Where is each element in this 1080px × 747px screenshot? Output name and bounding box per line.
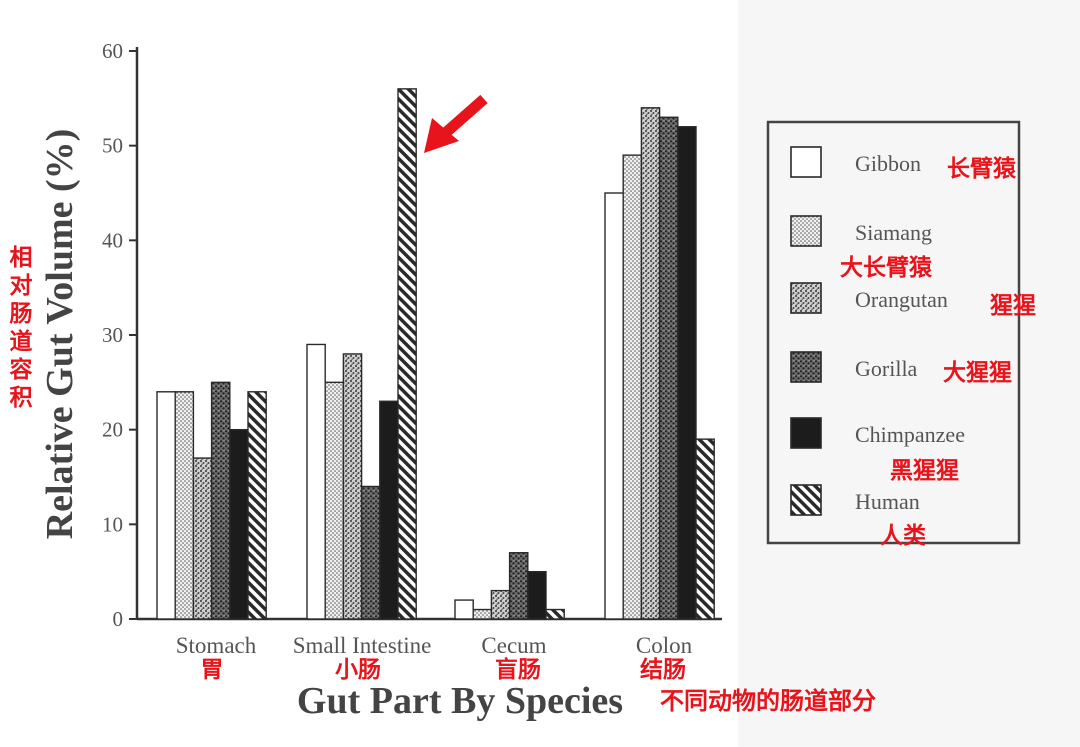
legend-label-cn-human: 人类 — [880, 523, 926, 549]
legend-label-cn-chimpanzee: 黑猩猩 — [890, 458, 959, 484]
y-axis-title-cn: 相对肠道容积 — [9, 245, 33, 411]
bar-gibbon-stomach — [156, 391, 176, 620]
bar-siamang-stomach — [174, 391, 195, 620]
bar-orangutan-stomach — [192, 457, 213, 620]
y-axis-title: Relative Gut Volume (%) — [39, 129, 81, 540]
bar-gibbon-small-intestine — [306, 343, 326, 620]
legend-box — [766, 120, 1021, 545]
annotation-arrow — [424, 94, 488, 153]
legend-label-cn-gibbon: 长臂猿 — [947, 155, 1017, 182]
x-axis-title-cn: 不同动物的肠道部分 — [660, 687, 876, 715]
y-tick-label: 0 — [113, 607, 124, 631]
x-category-label-cn: 胃 — [201, 657, 224, 683]
bar-gorilla-small-intestine — [360, 485, 381, 620]
bar-orangutan-small-intestine — [342, 353, 363, 620]
x-category-label-cn: 结肠 — [640, 657, 686, 683]
legend-swatch-human — [790, 484, 822, 516]
x-category-label: Cecum — [481, 633, 546, 658]
bar-chimpanzee-cecum — [527, 570, 547, 620]
y-tick-label: 50 — [102, 134, 123, 158]
x-category-label-cn: 小肠 — [335, 657, 381, 683]
bar-gorilla-cecum — [508, 552, 529, 620]
bar-gibbon-colon — [604, 192, 624, 620]
bar-siamang-small-intestine — [324, 381, 345, 620]
x-category-label: Colon — [636, 633, 693, 658]
bar-human-cecum — [545, 608, 565, 620]
bar-orangutan-cecum — [490, 589, 511, 620]
legend-swatch-chimpanzee — [790, 417, 822, 449]
x-category-label: Stomach — [176, 633, 257, 658]
x-category-label-cn: 盲肠 — [495, 656, 541, 683]
legend-label-cn-orangutan: 猩猩 — [989, 293, 1036, 319]
legend-label-human: Human — [855, 489, 920, 514]
legend-label-siamang: Siamang — [855, 220, 932, 245]
legend-swatch-orangutan — [790, 282, 822, 314]
bar-gorilla-stomach — [210, 381, 231, 620]
bar-human-small-intestine — [397, 88, 417, 620]
legend-label-cn-gorilla: 大猩猩 — [943, 360, 1012, 386]
legend-label-cn-siamang: 大长臂猿 — [840, 254, 933, 281]
bar-gorilla-colon — [658, 116, 679, 620]
bar-siamang-colon — [622, 154, 643, 620]
bar-chimpanzee-small-intestine — [379, 400, 399, 620]
y-tick-label: 60 — [102, 39, 123, 63]
bar-chimpanzee-colon — [677, 126, 697, 620]
legend-swatch-gorilla — [790, 351, 822, 383]
x-category-label: Small Intestine — [293, 633, 432, 658]
y-ticks: 0 10 20 30 40 50 60 — [102, 39, 137, 631]
bar-human-colon — [695, 438, 715, 620]
bar-chimpanzee-stomach — [229, 428, 249, 620]
bar-siamang-cecum — [472, 608, 493, 620]
legend-swatch-gibbon — [790, 146, 822, 178]
x-axis-title: Gut Part By Species — [297, 680, 623, 722]
y-tick-label: 30 — [102, 323, 123, 347]
y-tick-label: 20 — [102, 418, 123, 442]
legend-label-orangutan: Orangutan — [855, 287, 948, 312]
legend-label-gorilla: Gorilla — [855, 356, 918, 381]
bar-gibbon-cecum — [454, 599, 474, 620]
y-tick-label: 40 — [102, 228, 123, 252]
bar-human-stomach — [247, 391, 267, 620]
y-tick-label: 10 — [102, 512, 123, 536]
legend-label-chimpanzee: Chimpanzee — [855, 422, 965, 447]
legend-swatch-siamang — [790, 215, 822, 247]
bars — [156, 88, 715, 620]
legend: Gibbon Siamang Orangutan Gorilla Chimpanzee H… — [766, 120, 1036, 549]
bar-orangutan-colon — [640, 107, 661, 620]
legend-label-gibbon: Gibbon — [855, 151, 921, 176]
